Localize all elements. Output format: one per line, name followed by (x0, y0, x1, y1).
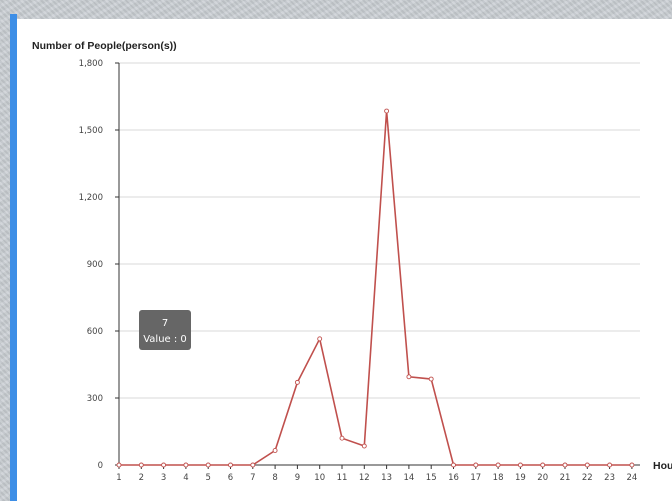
y-tick-label: 300 (87, 394, 103, 404)
data-point (138, 462, 144, 468)
data-point (317, 336, 323, 342)
x-tick-label: 10 (314, 473, 325, 483)
data-point (183, 462, 189, 468)
y-tick-label: 1,500 (79, 126, 103, 136)
series-group (116, 108, 635, 468)
data-point (584, 462, 590, 468)
x-tick-label: 7 (250, 473, 255, 483)
x-tick-label: 19 (515, 473, 526, 483)
tooltip-value: Value : 0 (143, 334, 187, 345)
x-tick-label: 22 (582, 473, 593, 483)
data-point (406, 374, 412, 380)
data-point (451, 462, 456, 468)
series-line (119, 110, 632, 466)
x-tick-label: 4 (183, 473, 188, 483)
data-point (250, 462, 256, 468)
x-tick-label: 8 (272, 473, 277, 483)
data-point (339, 435, 345, 441)
gridlines (119, 62, 640, 399)
x-ticks: 1 2 3 4 5 6 7 8 9 10 11 12 13 14 15 16 17 18 19 20 21 22 23 24 (116, 465, 637, 483)
x-tick-label: 17 (470, 473, 481, 483)
accent-bar (10, 14, 17, 501)
data-point (361, 443, 367, 449)
x-tick-label: 20 (537, 473, 548, 483)
data-point (272, 448, 278, 453)
x-tick-label: 6 (228, 473, 233, 483)
data-point (294, 379, 300, 385)
data-point (473, 462, 479, 468)
tooltip-title: 7 (162, 318, 168, 329)
x-tick-label: 11 (337, 473, 348, 483)
x-tick-label: 14 (403, 473, 414, 483)
data-point (205, 462, 211, 468)
x-axis-label: Hou (653, 460, 672, 472)
data-point (116, 462, 122, 468)
data-point (495, 462, 501, 468)
x-tick-label: 23 (604, 473, 615, 483)
data-point (384, 108, 390, 114)
y-tick-label: 1,800 (79, 59, 103, 69)
data-point (540, 462, 546, 468)
y-axis-label: Number of People(person(s)) (32, 40, 177, 52)
x-tick-label: 24 (626, 473, 637, 483)
data-point (161, 462, 167, 468)
y-tick-label: 900 (87, 260, 103, 270)
x-tick-label: 1 (116, 473, 121, 483)
tooltip: 7 Value : 0 (139, 310, 191, 350)
x-tick-label: 2 (139, 473, 144, 483)
data-point (228, 462, 233, 468)
tooltip-box (139, 310, 191, 350)
x-tick-label: 16 (448, 473, 459, 483)
y-ticks: 0 300 600 900 1,200 1,500 1,800 (79, 59, 119, 471)
y-tick-label: 0 (98, 461, 103, 471)
x-tick-label: 12 (359, 473, 370, 483)
data-point (607, 462, 613, 468)
y-tick-label: 1,200 (79, 193, 103, 203)
x-tick-label: 13 (381, 473, 392, 483)
data-point (428, 376, 434, 382)
data-point (517, 462, 523, 468)
y-tick-label: 600 (87, 327, 103, 337)
x-tick-label: 21 (560, 473, 571, 483)
x-tick-label: 5 (205, 473, 210, 483)
x-tick-label: 15 (426, 473, 437, 483)
x-tick-label: 9 (295, 473, 300, 483)
x-tick-label: 3 (161, 473, 166, 483)
data-point (562, 462, 568, 468)
x-tick-label: 18 (493, 473, 504, 483)
data-point (629, 462, 635, 468)
chart-panel (17, 19, 672, 501)
